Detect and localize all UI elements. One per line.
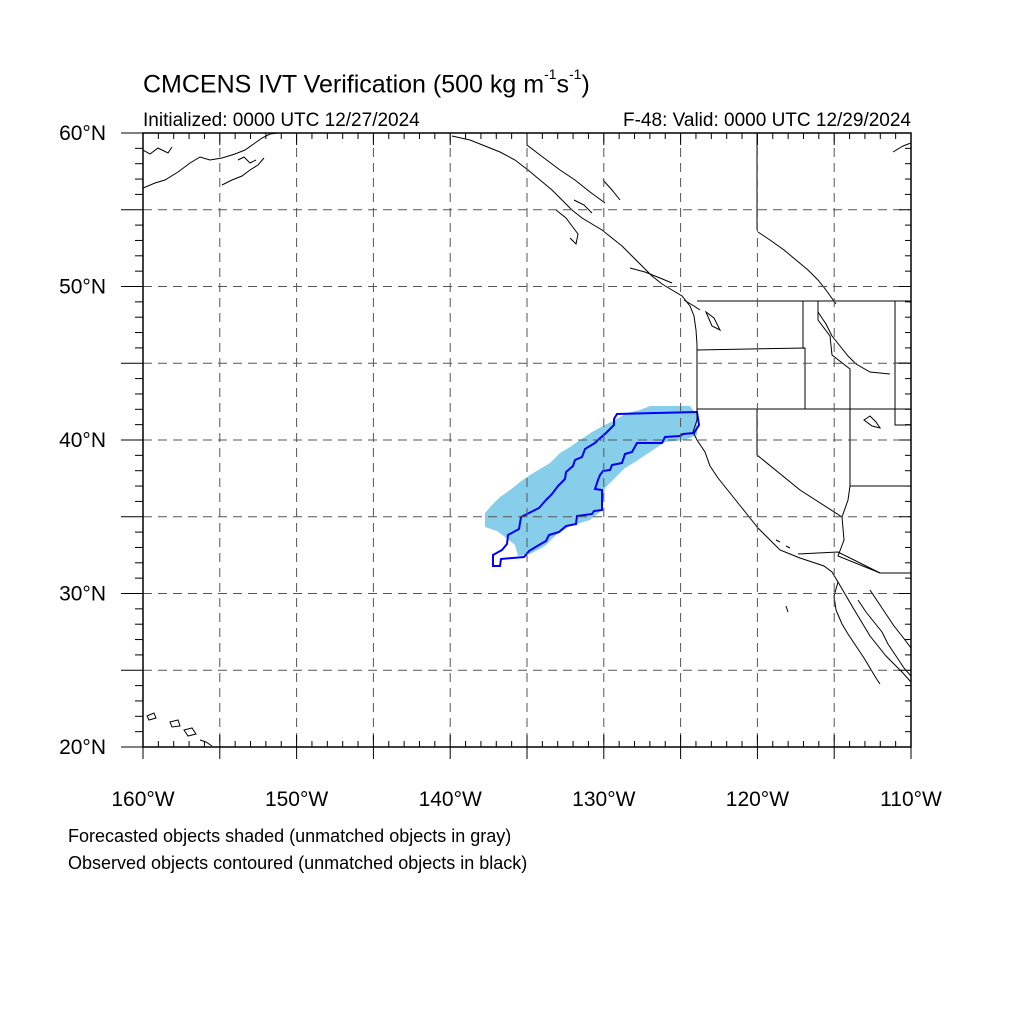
lon-label: 120°W (726, 788, 789, 811)
lat-label: 20°N (59, 736, 106, 759)
lon-label: 140°W (419, 788, 482, 811)
lon-label: 150°W (265, 788, 328, 811)
footnote-forecast: Forecasted objects shaded (unmatched obj… (68, 826, 512, 846)
coastlines (143, 133, 911, 747)
lat-label: 30°N (59, 583, 106, 606)
longitude-labels: 160°W 150°W 140°W 130°W 120°W 110°W (111, 788, 942, 811)
lon-label: 130°W (572, 788, 635, 811)
lat-label: 60°N (59, 122, 106, 145)
axis-ticks (121, 132, 912, 759)
observed-object-contour (492, 410, 701, 567)
lon-label: 160°W (111, 788, 174, 811)
lat-label: 50°N (59, 276, 106, 299)
footnote-observed: Observed objects contoured (unmatched ob… (68, 853, 528, 873)
latitude-labels: 60°N 50°N 40°N 30°N 20°N (59, 122, 106, 759)
lon-label: 110°W (880, 788, 942, 811)
forecast-object (485, 406, 697, 556)
plot-frame (142, 132, 912, 748)
initialized-time: Initialized: 0000 UTC 12/27/2024 (143, 110, 420, 131)
graticule (143, 133, 911, 747)
valid-time: F-48: Valid: 0000 UTC 12/29/2024 (623, 110, 911, 131)
figure-title: CMCENS IVT Verification (500 kg m-1s-1) (143, 66, 590, 99)
lat-label: 40°N (59, 429, 106, 452)
